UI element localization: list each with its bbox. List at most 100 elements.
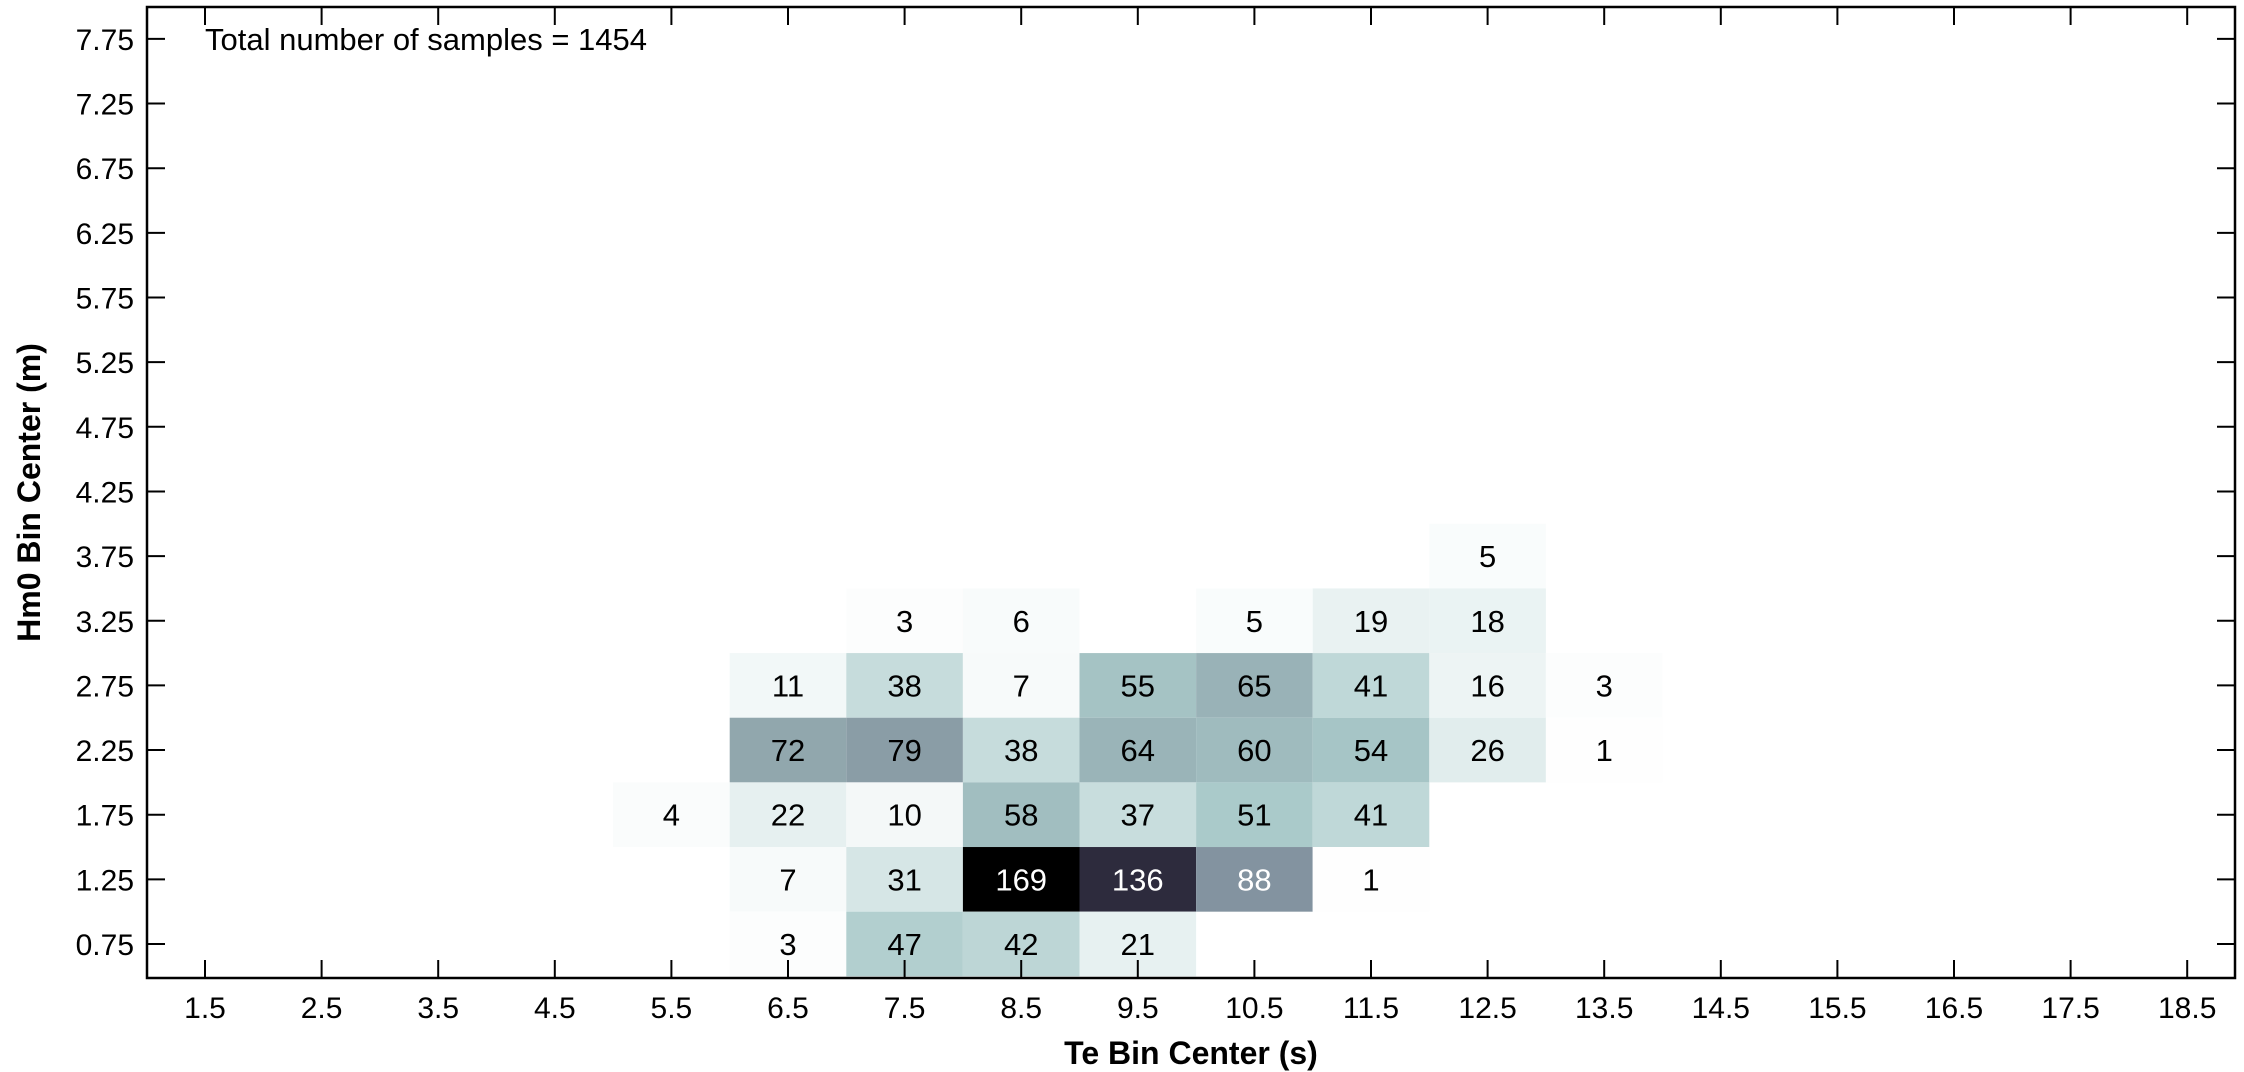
y-tick-label: 0.75 bbox=[76, 929, 134, 962]
cell-count-label: 65 bbox=[1237, 668, 1271, 703]
cell-count-label: 18 bbox=[1470, 604, 1504, 639]
x-tick-label: 11.5 bbox=[1343, 992, 1399, 1025]
heatmap-cell bbox=[1079, 653, 1197, 718]
x-tick-label: 17.5 bbox=[2041, 992, 2099, 1025]
cell-count-label: 136 bbox=[1112, 862, 1164, 897]
heatmap-cell bbox=[729, 847, 847, 912]
cell-count-label: 31 bbox=[887, 862, 921, 897]
cell-count-label: 58 bbox=[1004, 798, 1038, 833]
heatmap-cell bbox=[846, 717, 963, 783]
y-tick-label: 6.75 bbox=[76, 153, 134, 186]
heatmap-cell bbox=[1312, 588, 1430, 654]
y-tick-label: 3.25 bbox=[76, 606, 134, 639]
cell-count-label: 54 bbox=[1354, 733, 1388, 768]
x-tick-label: 10.5 bbox=[1225, 992, 1283, 1025]
heatmap-cell bbox=[962, 717, 1080, 783]
x-axis-title: Te Bin Center (s) bbox=[1064, 1035, 1318, 1071]
heatmap-cell bbox=[962, 653, 1080, 718]
total-samples-annotation: Total number of samples = 1454 bbox=[205, 22, 647, 57]
cell-count-label: 64 bbox=[1121, 733, 1155, 768]
cell-count-label: 169 bbox=[995, 862, 1047, 897]
cell-count-label: 5 bbox=[1479, 539, 1496, 574]
x-tick-label: 6.5 bbox=[767, 992, 809, 1025]
cell-count-label: 1 bbox=[1362, 862, 1379, 897]
x-tick-label: 2.5 bbox=[301, 992, 343, 1025]
y-tick-label: 3.75 bbox=[76, 541, 134, 574]
heatmap-cell bbox=[1079, 782, 1197, 848]
cell-count-label: 6 bbox=[1013, 604, 1030, 639]
axis-ticks bbox=[147, 7, 2235, 978]
heatmap-cell bbox=[1312, 717, 1430, 783]
y-tick-label: 2.75 bbox=[76, 670, 134, 703]
cell-count-label: 22 bbox=[771, 798, 805, 833]
x-tick-labels: 1.5 2.5 3.5 4.5 5.5 6.5 7.5 8.5 9.5 10.5 11.5 12.5 1… bbox=[184, 992, 2216, 1025]
x-tick-label: 12.5 bbox=[1458, 992, 1516, 1025]
heatmap-cell bbox=[1196, 782, 1313, 848]
cell-count-label: 1 bbox=[1596, 733, 1613, 768]
cell-count-label: 21 bbox=[1121, 927, 1155, 962]
heatmap-cell bbox=[1196, 847, 1313, 912]
y-tick-label: 1.75 bbox=[76, 800, 134, 833]
heatmap-cell bbox=[1196, 653, 1313, 718]
y-tick-label: 7.25 bbox=[76, 89, 134, 122]
y-tick-label: 5.25 bbox=[76, 347, 134, 380]
cell-count-label: 10 bbox=[887, 798, 921, 833]
heatmap-cell bbox=[729, 782, 847, 848]
cell-count-label: 4 bbox=[663, 798, 680, 833]
heatmap-cell bbox=[1312, 847, 1430, 912]
cell-count-label: 11 bbox=[772, 668, 804, 703]
x-tick-label: 14.5 bbox=[1692, 992, 1750, 1025]
heatmap-cell bbox=[1312, 653, 1430, 718]
heatmap-cell bbox=[1196, 588, 1313, 654]
heatmap-cell bbox=[846, 588, 963, 654]
heatmap-cell bbox=[1545, 717, 1663, 783]
cell-count-label: 16 bbox=[1470, 668, 1504, 703]
x-tick-label: 16.5 bbox=[1925, 992, 1983, 1025]
cell-count-label: 3 bbox=[1596, 668, 1613, 703]
x-tick-label: 8.5 bbox=[1000, 992, 1042, 1025]
cell-count-label: 38 bbox=[1004, 733, 1038, 768]
x-tick-label: 9.5 bbox=[1117, 992, 1159, 1025]
cell-count-label: 88 bbox=[1237, 862, 1271, 897]
cell-count-label: 19 bbox=[1354, 604, 1388, 639]
y-tick-label: 2.25 bbox=[76, 735, 134, 768]
plot-frame bbox=[145, 5, 2237, 980]
cell-count-label: 55 bbox=[1121, 668, 1155, 703]
y-tick-label: 1.25 bbox=[76, 864, 134, 897]
heatmap-cell bbox=[1312, 782, 1430, 848]
y-axis-title: Hm0 Bin Center (m) bbox=[11, 343, 47, 642]
heatmap-cell bbox=[1079, 717, 1197, 783]
heatmap-cell bbox=[1429, 523, 1546, 589]
heatmap-cell bbox=[613, 782, 730, 848]
heatmap-cell bbox=[729, 717, 847, 783]
y-tick-label: 4.25 bbox=[76, 476, 134, 509]
heatmap-cell bbox=[846, 653, 963, 718]
y-tick-label: 4.75 bbox=[76, 412, 134, 445]
cell-count-label: 3 bbox=[896, 604, 913, 639]
heatmap-cell bbox=[729, 653, 847, 718]
y-tick-label: 5.75 bbox=[76, 283, 134, 316]
heatmap-cell bbox=[962, 782, 1080, 848]
heatmap-cell bbox=[962, 588, 1080, 654]
cell-count-label: 38 bbox=[887, 668, 921, 703]
x-tick-label: 18.5 bbox=[2158, 992, 2216, 1025]
cell-count-label: 26 bbox=[1470, 733, 1504, 768]
cell-count-label: 7 bbox=[779, 862, 796, 897]
cell-count-label: 41 bbox=[1354, 668, 1388, 703]
y-tick-label: 6.25 bbox=[76, 218, 134, 251]
heatmap-cell bbox=[846, 782, 963, 848]
heatmap-cell bbox=[1545, 653, 1663, 718]
x-tick-label: 13.5 bbox=[1575, 992, 1633, 1025]
x-tick-label: 1.5 bbox=[184, 992, 226, 1025]
heatmap-cell bbox=[1196, 717, 1313, 783]
cell-count-label: 5 bbox=[1246, 604, 1263, 639]
cell-count-label: 42 bbox=[1004, 927, 1038, 962]
heatmap-cells bbox=[613, 523, 1663, 977]
heatmap-cell bbox=[1429, 717, 1546, 783]
heatmap-cell bbox=[1429, 588, 1546, 654]
heatmap-cell bbox=[962, 847, 1080, 912]
cell-count-label: 47 bbox=[887, 927, 921, 962]
cell-count-label: 51 bbox=[1237, 798, 1271, 833]
